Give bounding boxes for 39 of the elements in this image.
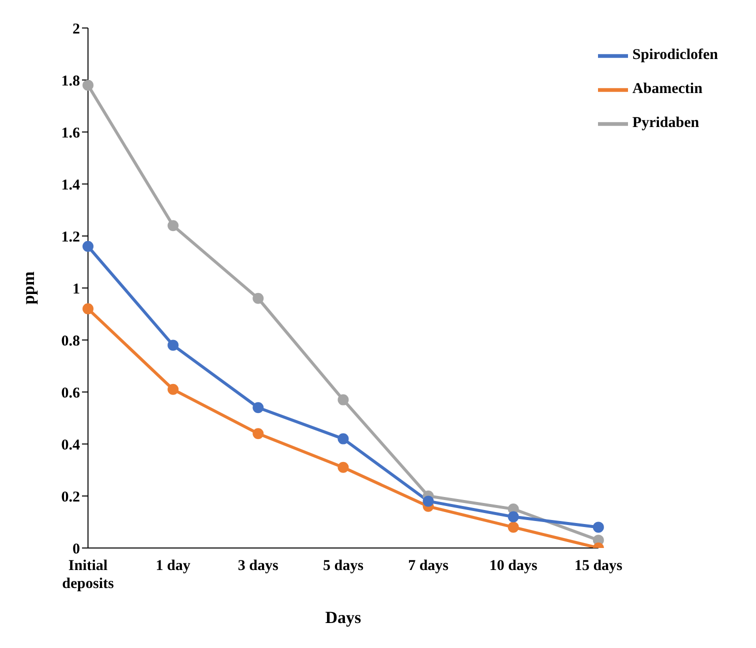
point	[168, 220, 179, 232]
y-tick-label: 0	[72, 541, 80, 558]
x-tick-label: 3 days	[238, 558, 279, 574]
x-tick-label: 1 day	[156, 558, 191, 574]
y-tick-label: 1.8	[61, 73, 80, 90]
y-tick-label: 2	[72, 21, 80, 38]
x-tick-label: 10 days	[489, 558, 538, 574]
point	[82, 80, 94, 91]
point	[82, 240, 94, 252]
point	[168, 384, 179, 395]
y-tick-label: 0.4	[61, 437, 80, 454]
y-tick-label: 0.2	[61, 489, 80, 506]
y-axis-title: ppm	[19, 271, 38, 305]
x-tick-label: 5 days	[322, 558, 364, 574]
y-tick-label: 0.8	[61, 333, 80, 350]
legend-label: Pyridaben	[632, 115, 700, 131]
y-tick-label: 1.6	[61, 125, 80, 142]
x-tick-label: Initial deposits	[62, 558, 114, 592]
point	[252, 428, 264, 440]
point	[508, 522, 519, 533]
point	[252, 292, 264, 304]
y-tick-label: 1	[72, 281, 80, 298]
x-tick-label: 7 days	[408, 558, 449, 574]
legend-label: Spirodiclofen	[632, 47, 718, 63]
point	[168, 340, 179, 351]
point	[508, 511, 519, 522]
point	[422, 496, 434, 507]
point	[252, 402, 264, 414]
point	[338, 394, 349, 406]
point	[592, 522, 604, 533]
x-axis-title: Days	[325, 608, 362, 627]
y-tick-label: 1.4	[61, 177, 80, 194]
point	[338, 462, 349, 473]
y-tick-label: 0.6	[61, 385, 80, 402]
legend-label: Abamectin	[632, 81, 702, 97]
y-tick-label: 1.2	[61, 229, 80, 246]
point	[338, 433, 349, 444]
point	[82, 303, 94, 314]
x-tick-label: 15 days	[574, 558, 623, 574]
